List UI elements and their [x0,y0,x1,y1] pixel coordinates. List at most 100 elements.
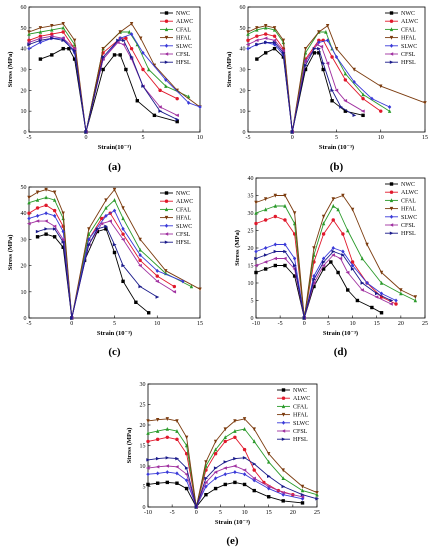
y-tick-label: 20 [21,88,27,94]
data-point-hfsl [302,316,307,320]
data-point-slwc [112,208,117,213]
data-point-hfal [252,427,256,432]
data-point-cfal [52,198,57,202]
data-point-slwc [242,472,247,477]
data-point-cfsl [158,105,162,109]
y-tick-label: 0 [24,130,27,136]
data-point-nwc [254,270,258,275]
legend-entry-nwc: NWC [401,182,415,188]
legend-marker [389,19,394,23]
legend-marker [389,198,394,203]
y-tick-label: 5 [251,299,254,305]
data-point-hfal [155,417,160,422]
data-point-cfal [263,207,268,212]
data-point-nwc [312,284,316,289]
legend-marker [389,182,394,186]
legend-entry-nwc: NWC [176,11,190,17]
data-point-slwc [292,256,297,261]
legend-marker [164,19,169,23]
y-tick-label: 10 [240,109,246,115]
data-point-hfal [52,190,57,195]
data-point-cfal [273,203,278,208]
legend-marker [164,240,169,244]
data-point-nwc [72,57,77,61]
data-point-alwc [165,435,170,439]
x-tick-label: 5 [113,321,116,327]
data-point-cfsl [242,468,247,472]
data-point-nwc [61,46,65,51]
data-point-slwc [325,38,330,43]
legend-box [383,180,424,240]
data-point-nwc [175,481,179,485]
data-point-hfsl [331,249,336,254]
data-point-cfal [379,280,384,285]
x-tick-label: 10 [378,135,384,141]
data-point-cfsl [38,36,43,40]
data-point-hfsl [283,249,288,254]
data-point-alwc [379,109,383,113]
legend-entry-hfal: HFAL [176,36,192,42]
data-point-hfal [423,101,427,105]
data-point-hfal [213,439,218,444]
data-point-cfal [283,203,287,208]
data-point-hfal [272,26,277,30]
data-point-cfal [104,205,108,210]
data-point-alwc [233,435,237,439]
x-tick-label: -5 [170,510,175,516]
data-point-cfal [164,84,168,88]
panel-caption: (e) [226,535,239,547]
data-point-hfsl [233,456,238,461]
legend-entry-slwc: SLWC [176,224,192,230]
data-point-cfsl [338,256,343,261]
y-tick-label: 15 [140,444,146,450]
data-point-alwc [61,30,65,34]
x-tick-label: 10 [350,321,356,327]
data-point-nwc [146,482,150,487]
data-point-cfal [175,429,179,433]
y-tick-label: 30 [248,211,254,217]
data-point-cfsl [325,61,330,65]
data-point-hfsl [292,263,297,268]
data-point-nwc [281,499,285,503]
data-point-hfsl [315,497,320,501]
data-point-nwc [267,495,271,499]
y-tick-label: 50 [21,185,27,191]
data-point-slwc [379,291,384,296]
data-point-slwc [44,211,48,216]
data-point-nwc [336,270,340,275]
legend-entry-hfsl: HFSL [293,437,308,443]
y-tick-label: 5 [143,485,146,491]
data-point-cfal [127,29,132,34]
data-point-alwc [146,439,150,444]
legend: NWC ALWC CFAL HFAL SLWC CFSL HFSL [158,189,199,249]
data-point-slwc [146,472,150,477]
data-point-hfsl [350,267,355,271]
chart-panel--d-: -10 -5 0 5 10 15 20 25 0 5 10 15 20 25 30 35 40 Strain (1… [234,176,428,358]
data-point-cfal [147,67,151,72]
data-point-cfsl [35,219,40,223]
legend-entry-hfsl: HFSL [401,60,416,66]
data-point-hfal [303,46,308,51]
data-point-hfal [341,193,345,198]
data-point-cfsl [232,464,237,468]
data-point-hfal [321,214,326,219]
data-point-alwc [52,208,57,213]
x-tick-label: 5 [142,135,145,141]
data-point-hfsl [175,456,180,461]
data-point-hfal [283,193,287,198]
data-point-hfal [152,63,157,68]
data-point-hfsl [184,466,189,470]
x-tick-label: 5 [219,510,222,516]
legend-marker [281,437,286,441]
data-point-hfal [242,417,247,421]
data-point-nwc [184,486,189,491]
data-point-nwc [165,480,170,485]
panel-caption: (d) [334,346,348,358]
series-hfal [246,24,427,135]
data-point-cfal [331,203,335,208]
y-tick-label: 10 [21,290,27,296]
y-tick-label: 30 [140,382,146,388]
data-point-slwc [38,40,43,45]
x-tick-label: -5 [27,321,32,327]
